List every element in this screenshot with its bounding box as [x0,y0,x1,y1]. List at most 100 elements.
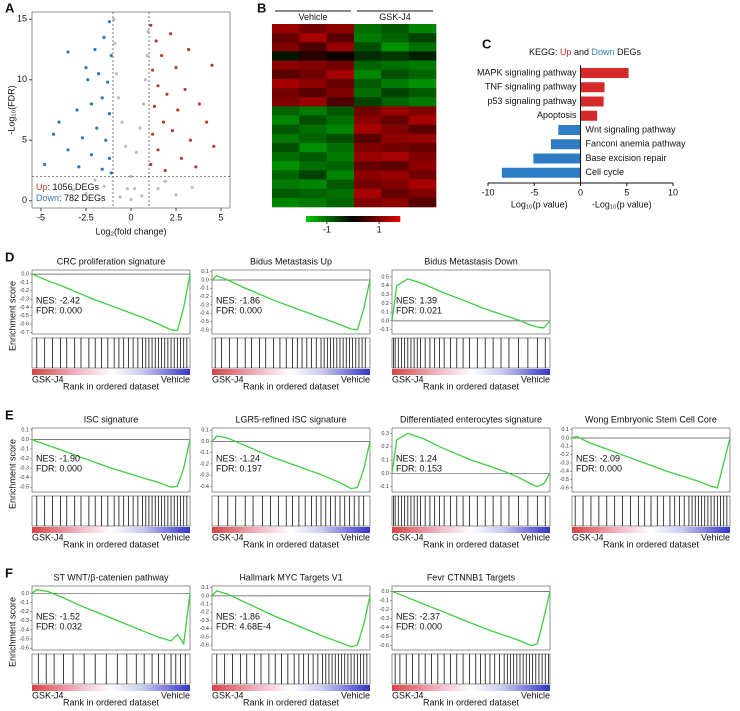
stat-label: FDR: 0.000 [36,463,82,473]
y-tick-label: -0.3 [200,473,209,479]
left-label: GSK-J4 [392,532,424,542]
y-tick-label: 0.0 [381,318,389,324]
point [75,108,79,112]
heat-cell [326,197,355,208]
heat-cell [354,152,382,162]
point [151,132,155,136]
stat-label: NES: 1.39 [396,295,437,305]
heat-cell [299,197,327,208]
x-axis-label: Rank in ordered dataset [423,697,520,707]
heat-cell [408,97,437,107]
left-label: GSK-J4 [32,532,64,542]
left-label: GSK-J4 [572,532,604,542]
y-tick-label: 0.0 [201,439,209,445]
left-label: GSK-J4 [32,690,64,700]
heat-cell [272,197,300,208]
bar [558,125,581,135]
bar [580,68,629,78]
colorbar-label: 1 [377,224,382,234]
enrichment-curve [211,275,371,331]
heat-cell [326,78,355,89]
stat-label: FDR: 0.000 [216,305,262,315]
heat-cell [326,179,355,189]
heat-cell [272,142,300,153]
heat-cell [272,106,300,116]
point [197,102,201,106]
point [116,96,120,100]
enrichment-curve [31,589,191,646]
heat-cell [272,170,300,180]
annotation-part: Down [36,193,59,203]
point [156,187,160,191]
heat-cell [408,197,437,208]
rank-gradient [392,369,550,375]
panel-label: D [5,249,14,264]
heat-cell [272,97,300,107]
y-tick-label: -0.1 [200,286,209,292]
point [140,194,144,198]
point [174,66,178,70]
y-tick-label: 0 [22,195,27,205]
colorbar-step [388,216,393,222]
stat-label: FDR: 0.021 [396,305,442,315]
heat-cell [299,115,327,125]
heat-cell [381,124,409,135]
heat-cell [326,115,355,125]
plot-title: ST WNT/β-catenien pathway [53,572,169,582]
stat-label: FDR: 0.197 [216,463,262,473]
point [107,112,111,116]
stat-label: FDR: 0.153 [396,463,442,473]
y-tick-label: -0.4 [200,311,209,317]
colorbar-step [341,216,346,222]
y-axis-label: -Log₁₀(FDR) [6,85,16,134]
y-axis-label: Enrichment score [7,281,17,351]
heat-cell [408,170,437,180]
point [97,72,101,76]
x-tick-label: 0 [128,212,133,222]
right-label: Vehicle [521,374,550,384]
heat-cell [354,124,382,135]
heat-cell [354,170,382,180]
y-tick-label: 0.0 [201,277,209,283]
heat-cell [299,124,327,135]
point [89,153,93,157]
y-tick-label: -0.1 [200,602,209,608]
point [149,23,153,27]
point [152,104,156,108]
y-tick-label: -0.1 [380,598,389,604]
category-label: Base excision repair [586,153,667,163]
bar [580,82,605,93]
colorbar-step [356,216,362,222]
heat-cell [381,115,409,125]
colorbar-label: -1 [323,224,331,234]
plot-title: CRC proliferation signature [57,256,166,266]
stat-label: NES: -2.42 [36,295,80,305]
y-tick-label: 0.3 [381,431,389,437]
point [149,162,153,167]
heat-cell [408,142,437,153]
heat-cell [299,179,327,189]
y-tick-label: -0.5 [20,636,29,642]
chart-title-part: DEGs [615,47,642,57]
heat-cell [354,106,382,116]
point [163,179,167,183]
heat-cell [408,124,437,135]
heat-cell [381,51,409,61]
colorbar-step [396,216,401,222]
right-label: Vehicle [341,532,370,542]
heat-cell [299,161,327,171]
point [154,39,158,43]
y-tick-label: -0.6 [200,327,209,333]
heat-cell [354,161,382,171]
y-tick-label: -0.3 [20,466,29,472]
point [120,120,124,124]
y-tick-label: -0.2 [20,456,29,462]
category-label: Fanconi anemia pathway [586,139,687,149]
heat-cell [272,188,300,199]
point [66,50,70,54]
hits-frame [31,653,191,685]
category-label: Cell cycle [586,167,625,177]
point [86,78,90,82]
stat-label: FDR: 0.000 [36,305,82,315]
